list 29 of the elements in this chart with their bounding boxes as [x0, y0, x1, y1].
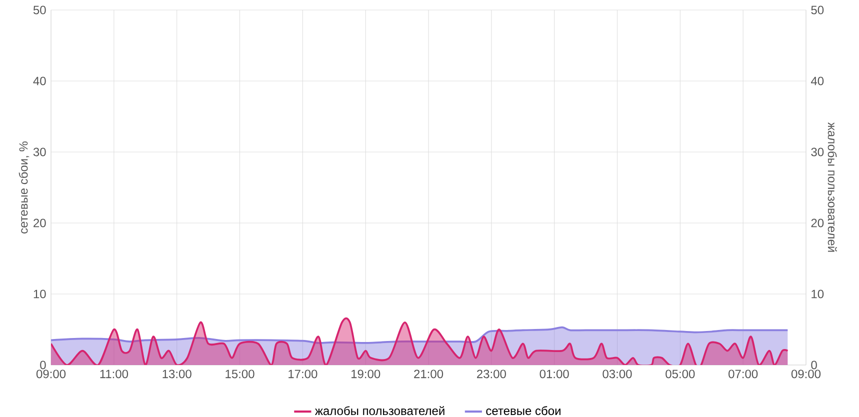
legend-label: сетевые сбои: [486, 406, 560, 416]
x-tick-label: 15:00: [226, 370, 254, 378]
legend-label: жалобы пользователей: [314, 406, 444, 416]
y-tick-label: 40: [33, 76, 46, 86]
y-axis-title: сетевые сбои, %: [18, 141, 30, 234]
x-tick-label: 21:00: [414, 370, 444, 378]
y2-tick-label: 40: [810, 76, 824, 86]
y2-axis-title: жалобы пользователей: [828, 122, 837, 252]
y-tick-label: 30: [33, 148, 46, 156]
y2-tick-label: 0: [811, 360, 817, 370]
x-tick-label: 09:00: [791, 370, 821, 378]
x-tick-label: 05:00: [666, 370, 695, 378]
x-tick-label: 17:00: [288, 370, 318, 378]
y2-tick-label: 30: [811, 148, 824, 156]
x-tick-label: 23:00: [477, 370, 506, 378]
y-tick-label: 50: [33, 6, 46, 14]
y2-tick-label: 10: [812, 290, 824, 298]
y2-tick-label: 50: [811, 6, 824, 14]
x-tick-label: 09:00: [36, 370, 66, 378]
y-tick-label: 0: [40, 360, 46, 370]
x-tick-label: 13:00: [162, 370, 192, 378]
x-tick-label: 11:00: [100, 370, 128, 378]
x-tick-label: 03:00: [602, 370, 632, 378]
x-tick-label: 19:00: [351, 370, 380, 378]
y-tick-label: 10: [34, 290, 46, 298]
x-tick-label: 01:00: [540, 370, 569, 378]
y2-tick-label: 20: [811, 218, 824, 228]
y-tick-label: 20: [34, 218, 46, 228]
x-tick-label: 07:00: [728, 370, 758, 378]
